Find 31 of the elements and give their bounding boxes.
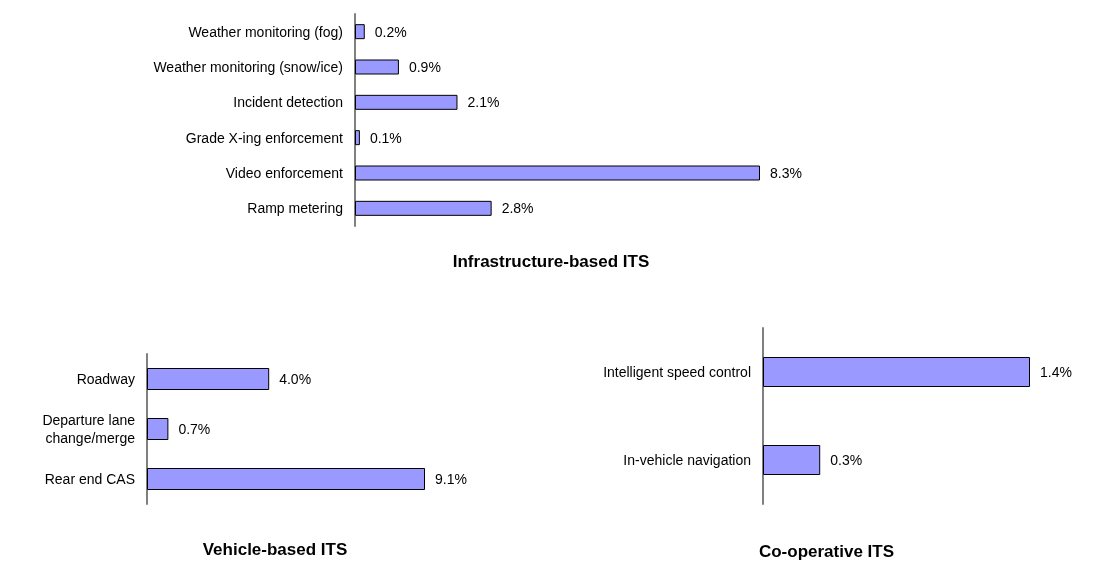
data-label: 2.1% xyxy=(467,94,500,111)
data-label: 9.1% xyxy=(435,471,467,487)
y-tick-label: Incident detection xyxy=(233,94,343,111)
text: Vehicle-based ITS xyxy=(202,540,348,559)
bar xyxy=(355,94,458,110)
bar xyxy=(355,24,365,40)
y-tick-label: In-vehicle navigation xyxy=(623,452,751,468)
y-tick-label: Weather monitoring (fog) xyxy=(188,23,343,40)
y-tick-label: Departure lane change/merge xyxy=(42,412,136,446)
data-label: 0.3% xyxy=(830,452,863,468)
y-tick-label: Grade X-ing enforcement xyxy=(185,129,344,146)
text: Infrastructure-based ITS xyxy=(452,252,650,271)
y-tick-label: Video enforcement xyxy=(225,165,344,181)
data-label: 4.0% xyxy=(279,371,312,387)
data-label: 0.1% xyxy=(369,129,402,146)
bar xyxy=(355,130,360,146)
data-label: 0.9% xyxy=(408,59,441,75)
text: Co-operative ITS xyxy=(758,542,895,561)
bar xyxy=(355,59,399,75)
bar xyxy=(355,200,492,216)
bar xyxy=(355,165,760,181)
data-label: 0.2% xyxy=(374,23,407,40)
y-tick-label: Roadway xyxy=(76,371,135,387)
y-tick-label: Weather monitoring (snow/ice) xyxy=(153,59,343,75)
data-label: 2.8% xyxy=(501,200,534,217)
y-tick-label: Intelligent speed control xyxy=(603,364,751,380)
data-label: 0.7% xyxy=(178,421,211,437)
y-tick-label: Ramp metering xyxy=(247,200,343,217)
data-label: 8.3% xyxy=(770,165,802,181)
y-tick-label: Rear end CAS xyxy=(44,471,135,487)
data-label: 1.4% xyxy=(1040,364,1072,380)
